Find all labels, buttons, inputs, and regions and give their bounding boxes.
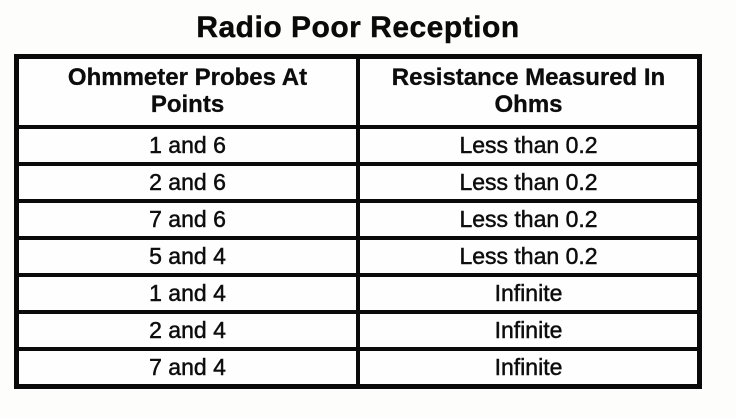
resistance-cell: Infinite <box>356 273 702 314</box>
resistance-cell: Infinite <box>356 347 702 389</box>
probes-cell: 7 and 6 <box>14 199 360 240</box>
column-header-probes-line2: Points <box>150 91 225 118</box>
reception-diagnostic-table: Ohmmeter Probes At Points Resistance Mea… <box>14 54 702 389</box>
probes-cell: 2 and 4 <box>14 310 360 351</box>
resistance-cell: Less than 0.2 <box>356 199 702 240</box>
document-page: Radio Poor Reception Ohmmeter Probes At … <box>14 0 702 389</box>
probes-cell: 1 and 6 <box>14 125 360 166</box>
column-header-resistance: Resistance Measured In Ohms <box>356 54 702 129</box>
probes-cell: 2 and 6 <box>14 162 360 203</box>
table-row: 7 and 6 Less than 0.2 <box>14 199 702 240</box>
table-header-row: Ohmmeter Probes At Points Resistance Mea… <box>14 54 702 129</box>
column-header-resistance-line1: Resistance Measured In <box>391 64 666 91</box>
column-header-probes-line1: Ohmmeter Probes At <box>67 64 308 91</box>
column-header-resistance-line2: Ohms <box>494 91 563 118</box>
probes-cell: 7 and 4 <box>14 347 360 389</box>
column-header-probes: Ohmmeter Probes At Points <box>14 54 360 129</box>
probes-cell: 5 and 4 <box>14 236 360 277</box>
resistance-cell: Less than 0.2 <box>356 162 702 203</box>
resistance-cell: Less than 0.2 <box>356 125 702 166</box>
table-row: 1 and 4 Infinite <box>14 273 702 314</box>
page-title: Radio Poor Reception <box>196 11 520 44</box>
table-row: 2 and 6 Less than 0.2 <box>14 162 702 203</box>
resistance-cell: Less than 0.2 <box>356 236 702 277</box>
table-row: 1 and 6 Less than 0.2 <box>14 125 702 166</box>
probes-cell: 1 and 4 <box>14 273 360 314</box>
resistance-cell: Infinite <box>356 310 702 351</box>
table-row: 5 and 4 Less than 0.2 <box>14 236 702 277</box>
table-row: 7 and 4 Infinite <box>14 347 702 389</box>
table-row: 2 and 4 Infinite <box>14 310 702 351</box>
